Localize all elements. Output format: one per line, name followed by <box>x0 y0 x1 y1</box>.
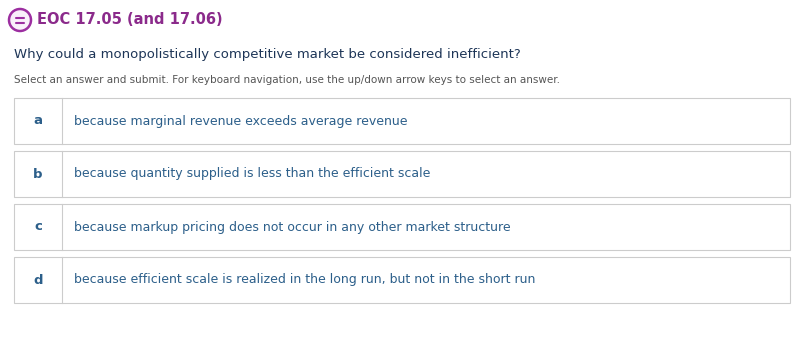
FancyBboxPatch shape <box>14 204 789 250</box>
Text: b: b <box>33 168 43 180</box>
Circle shape <box>9 9 31 31</box>
Text: Why could a monopolistically competitive market be considered inefficient?: Why could a monopolistically competitive… <box>14 48 520 61</box>
Text: because efficient scale is realized in the long run, but not in the short run: because efficient scale is realized in t… <box>74 273 535 287</box>
Text: d: d <box>33 273 43 287</box>
FancyBboxPatch shape <box>14 151 789 197</box>
FancyBboxPatch shape <box>14 98 789 144</box>
Text: EOC 17.05 (and 17.06): EOC 17.05 (and 17.06) <box>37 12 222 27</box>
Text: Select an answer and submit. For keyboard navigation, use the up/down arrow keys: Select an answer and submit. For keyboar… <box>14 75 560 85</box>
Text: a: a <box>34 115 43 127</box>
FancyBboxPatch shape <box>14 257 789 303</box>
Text: because marginal revenue exceeds average revenue: because marginal revenue exceeds average… <box>74 115 407 127</box>
Text: because markup pricing does not occur in any other market structure: because markup pricing does not occur in… <box>74 220 510 234</box>
Text: because quantity supplied is less than the efficient scale: because quantity supplied is less than t… <box>74 168 430 180</box>
Text: c: c <box>34 220 42 234</box>
